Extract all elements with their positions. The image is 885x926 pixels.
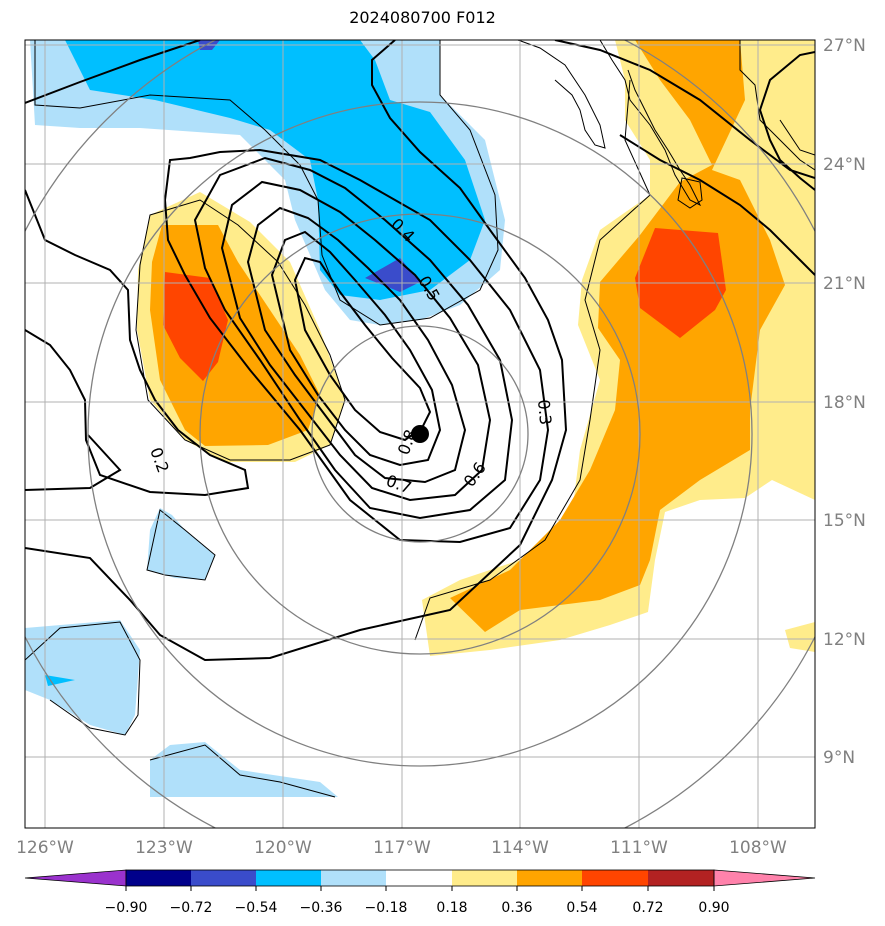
coastline-tip: [677, 177, 703, 209]
colorbar-label-7: 0.36: [501, 900, 532, 916]
lon-label-120w: 120°W: [254, 838, 312, 858]
contour-line-05: [220, 180, 492, 502]
colorbar-frame: [125, 869, 715, 887]
range-rings: [25, 40, 815, 828]
lat-label-12n: 12°N: [823, 630, 866, 650]
contour-line-03: [163, 148, 550, 544]
lon-label-108w: 108°W: [729, 838, 787, 858]
thin-contour-west: [135, 199, 346, 461]
contour-line-northeast: [758, 51, 815, 191]
colorbar-labels: −0.90 −0.72 −0.54 −0.36 −0.18 0.18 0.36 …: [105, 900, 730, 916]
range-ring-3: [87, 101, 753, 767]
contour-line-02-west: [25, 189, 250, 497]
colorbar-label-1: −0.90: [105, 900, 148, 916]
lat-label-15n: 15°N: [823, 511, 866, 531]
colorbar-bin-6: [452, 870, 517, 886]
contour-line-04: [193, 156, 514, 520]
colorbar-label-8: 0.54: [566, 900, 597, 916]
colorbar-label-9: 0.72: [632, 900, 663, 916]
colorbar-bin-5: [386, 870, 452, 886]
colorbar-extend-right: [713, 869, 816, 887]
contour-line-08: [293, 256, 432, 442]
contour-label-02: 0.2: [146, 445, 173, 475]
coastline: [517, 40, 815, 209]
contour-line-02-south: [25, 40, 568, 662]
contour-line-02-main: [25, 434, 122, 491]
colorbar-label-5: −0.18: [365, 900, 408, 916]
contour-line-07: [270, 230, 442, 467]
lightblue-patch-small: [147, 508, 215, 580]
map-area: 0.2 0.3 0.4 0.5 0.6 0.7 0.8: [25, 40, 815, 828]
contour-label-03: 0.3: [534, 399, 555, 426]
lat-label-9n: 9°N: [823, 748, 855, 768]
range-ring-2: [199, 213, 641, 655]
colorbar-bin-2: [191, 870, 256, 886]
lat-label-24n: 24°N: [823, 155, 866, 175]
lon-label-114w: 114°W: [491, 838, 549, 858]
storm-center-marker: [411, 425, 429, 443]
thin-contour-northeast: [779, 119, 815, 156]
colorbar-label-3: −0.54: [235, 900, 278, 916]
colorbar-bin-7: [517, 870, 582, 886]
thin-contour-southwest: [25, 621, 141, 736]
lat-label-18n: 18°N: [823, 393, 866, 413]
map-title: 2024080700 F012: [349, 8, 496, 27]
coastline-mainland: [739, 40, 815, 171]
colorbar-bin-9: [648, 870, 714, 886]
graticule: [25, 40, 815, 828]
colorbar-label-6: 0.18: [436, 900, 467, 916]
coastline-baja: [517, 40, 606, 149]
lon-label-111w: 111°W: [610, 838, 668, 858]
colorbar: −0.90 −0.72 −0.54 −0.36 −0.18 0.18 0.36 …: [24, 869, 816, 916]
longitude-labels: 126°W 123°W 120°W 117°W 114°W 111°W 108°…: [16, 838, 787, 858]
thick-contour-lines: [25, 40, 815, 662]
colorbar-ticks: [125, 886, 715, 891]
lat-label-21n: 21°N: [823, 274, 866, 294]
map-frame: [24, 39, 816, 829]
lon-label-126w: 126°W: [16, 838, 74, 858]
lon-label-117w: 117°W: [373, 838, 431, 858]
yellow-patch-east-edge: [785, 622, 815, 652]
colorbar-bin-1: [126, 870, 191, 886]
contour-line-06: [246, 206, 467, 484]
lightblue-region-southwest: [25, 620, 140, 735]
thin-contour-south: [149, 744, 336, 798]
contour-line-outer-north: [25, 40, 201, 104]
red-region-west: [163, 272, 228, 381]
colorbar-label-4: −0.36: [300, 900, 343, 916]
contour-line-east-diag: [619, 134, 815, 276]
lon-label-123w: 123°W: [135, 838, 193, 858]
coastline-gulf: [599, 40, 702, 207]
latitude-labels: 27°N 24°N 21°N 18°N 15°N 12°N 9°N: [823, 36, 866, 768]
colorbar-label-2: −0.72: [170, 900, 213, 916]
colorbar-extend-left: [24, 869, 127, 887]
colorbar-bin-4: [321, 870, 386, 886]
colorbar-bin-8: [582, 870, 648, 886]
colorbar-label-10: 0.90: [698, 900, 729, 916]
lat-label-27n: 27°N: [823, 36, 866, 56]
thin-contour-small: [146, 509, 216, 581]
range-ring-1: [311, 325, 529, 543]
lightblue-region-south: [150, 742, 338, 797]
colorbar-bin-3: [256, 870, 321, 886]
